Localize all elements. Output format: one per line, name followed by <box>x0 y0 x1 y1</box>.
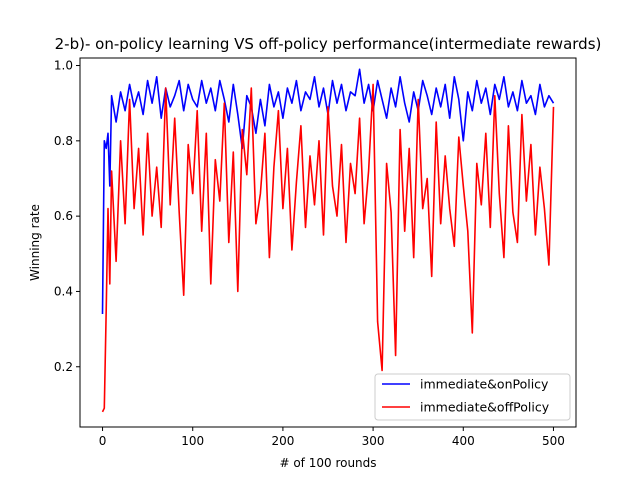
x-tick-label: 100 <box>181 434 204 448</box>
y-tick-label: 0.8 <box>54 134 73 148</box>
x-tick-label: 500 <box>542 434 565 448</box>
y-axis-label: Winning rate <box>28 204 42 281</box>
plot-area <box>79 57 577 428</box>
legend-label-off-policy: immediate&offPolicy <box>420 400 550 415</box>
y-tick-label: 1.0 <box>54 59 73 73</box>
legend-label-on-policy: immediate&onPolicy <box>420 377 549 392</box>
series-lines <box>101 68 555 413</box>
axes-frame <box>79 57 577 428</box>
x-axis-label: # of 100 rounds <box>279 456 376 470</box>
y-tick-label: 0.4 <box>54 284 73 298</box>
legend: immediate&onPolicy immediate&offPolicy <box>374 373 571 421</box>
x-tick-label: 400 <box>452 434 475 448</box>
series-line-off-policy <box>101 83 555 413</box>
y-tick-label: 0.2 <box>54 360 73 374</box>
y-tick-label: 0.6 <box>54 209 73 223</box>
legend-box <box>374 373 571 421</box>
y-axis: 0.2 0.4 0.6 0.8 1.0 <box>54 59 80 374</box>
x-tick-label: 300 <box>362 434 385 448</box>
x-tick-label: 200 <box>271 434 294 448</box>
x-axis: 0 100 200 300 400 500 <box>99 427 565 448</box>
chart-title: 2-b)- on-policy learning VS off-policy p… <box>55 35 602 53</box>
x-tick-label: 0 <box>99 434 107 448</box>
